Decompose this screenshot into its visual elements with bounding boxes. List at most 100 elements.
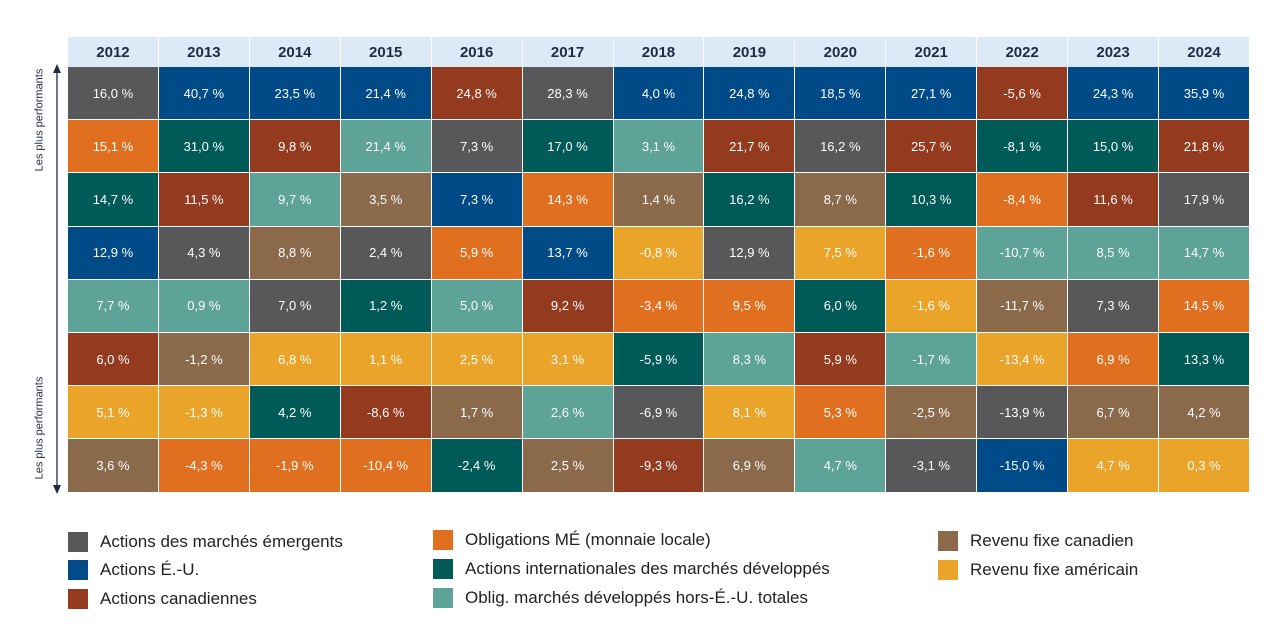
year-header-2022: 2022 — [977, 37, 1068, 67]
cell-2022-rank-5: -11,7 % — [977, 279, 1069, 333]
year-header-2016: 2016 — [431, 37, 522, 67]
cell-2019-rank-1: 24,8 % — [704, 67, 796, 121]
legend-label: Actions canadiennes — [100, 589, 257, 608]
cell-2023-rank-2: 15,0 % — [1068, 120, 1160, 174]
legend-item-us-fixed: Revenu fixe américain — [938, 560, 1138, 580]
cell-2020-rank-1: 18,5 % — [795, 67, 887, 121]
cell-2018-rank-8: -9,3 % — [613, 439, 705, 493]
cell-2015-rank-5: 1,2 % — [340, 279, 432, 333]
legend-label: Oblig. marchés développés hors-É.-U. tot… — [465, 588, 808, 607]
cell-2013-rank-1: 40,7 % — [158, 67, 250, 121]
cell-2019-rank-4: 12,9 % — [704, 226, 796, 280]
cell-2024-rank-6: 13,3 % — [1159, 333, 1250, 387]
cell-2012-rank-3: 14,7 % — [68, 173, 159, 227]
cell-2015-rank-3: 3,5 % — [340, 173, 432, 227]
cell-2015-rank-8: -10,4 % — [340, 439, 432, 493]
year-header-2015: 2015 — [340, 37, 431, 67]
legend-swatch — [938, 560, 958, 580]
legend-swatch — [433, 530, 453, 550]
cell-2022-rank-1: -5,6 % — [977, 67, 1069, 121]
legend-item-dev-bonds: Oblig. marchés développés hors-É.-U. tot… — [433, 588, 808, 608]
cell-2017-rank-2: 17,0 % — [522, 120, 614, 174]
cell-2014-rank-4: 8,8 % — [249, 226, 341, 280]
cell-2019-rank-8: 6,9 % — [704, 439, 796, 493]
cell-2014-rank-2: 9,8 % — [249, 120, 341, 174]
legend-swatch — [68, 560, 88, 580]
cell-2015-rank-4: 2,4 % — [340, 226, 432, 280]
cell-2012-rank-7: 5,1 % — [68, 386, 159, 440]
cell-2017-rank-3: 14,3 % — [522, 173, 614, 227]
cell-2024-rank-4: 14,7 % — [1159, 226, 1250, 280]
legend-item-cdn-fixed: Revenu fixe canadien — [938, 531, 1134, 551]
year-header-2014: 2014 — [249, 37, 340, 67]
cell-2023-rank-8: 4,7 % — [1068, 439, 1160, 493]
cell-2014-rank-7: 4,2 % — [249, 386, 341, 440]
cell-2023-rank-7: 6,7 % — [1068, 386, 1160, 440]
legend-swatch — [433, 559, 453, 579]
cell-2020-rank-3: 8,7 % — [795, 173, 887, 227]
cell-2020-rank-7: 5,3 % — [795, 386, 887, 440]
cell-2016-rank-5: 5,0 % — [431, 279, 523, 333]
cell-2021-rank-6: -1,7 % — [886, 333, 978, 387]
cell-2012-rank-8: 3,6 % — [68, 439, 159, 493]
cell-2023-rank-4: 8,5 % — [1068, 226, 1160, 280]
year-header-2021: 2021 — [886, 37, 977, 67]
legend-label: Actions internationales des marchés déve… — [465, 559, 830, 578]
cell-2022-rank-7: -13,9 % — [977, 386, 1069, 440]
legend-swatch — [938, 531, 958, 551]
cell-2020-rank-2: 16,2 % — [795, 120, 887, 174]
cell-2015-rank-6: 1,1 % — [340, 333, 432, 387]
legend-item-us-equity: Actions É.-U. — [68, 560, 199, 580]
cell-2023-rank-3: 11,6 % — [1068, 173, 1160, 227]
year-header-2019: 2019 — [704, 37, 795, 67]
legend-label: Revenu fixe canadien — [970, 531, 1134, 550]
cell-2012-rank-1: 16,0 % — [68, 67, 159, 121]
year-header-2024: 2024 — [1159, 37, 1249, 67]
cell-2016-rank-1: 24,8 % — [431, 67, 523, 121]
cell-2017-rank-6: 3,1 % — [522, 333, 614, 387]
cell-2015-rank-7: -8,6 % — [340, 386, 432, 440]
cell-2022-rank-8: -15,0 % — [977, 439, 1069, 493]
legend-label: Revenu fixe américain — [970, 560, 1139, 579]
legend-item-em-bonds: Obligations MÉ (monnaie locale) — [433, 530, 711, 550]
year-header-2013: 2013 — [158, 37, 249, 67]
cell-2016-rank-3: 7,3 % — [431, 173, 523, 227]
cell-2024-rank-1: 35,9 % — [1159, 67, 1250, 121]
cell-2022-rank-4: -10,7 % — [977, 226, 1069, 280]
cell-2023-rank-1: 24,3 % — [1068, 67, 1160, 121]
cell-2013-rank-2: 31,0 % — [158, 120, 250, 174]
cell-2021-rank-2: 25,7 % — [886, 120, 978, 174]
cell-2013-rank-7: -1,3 % — [158, 386, 250, 440]
cell-2024-rank-7: 4,2 % — [1159, 386, 1250, 440]
cell-2017-rank-1: 28,3 % — [522, 67, 614, 121]
cell-2020-rank-5: 6,0 % — [795, 279, 887, 333]
cell-2014-rank-1: 23,5 % — [249, 67, 341, 121]
cell-2018-rank-7: -6,9 % — [613, 386, 705, 440]
legend-swatch — [68, 532, 88, 552]
legend-label: Actions É.-U. — [100, 560, 200, 579]
cell-2018-rank-6: -5,9 % — [613, 333, 705, 387]
cell-2018-rank-5: -3,4 % — [613, 279, 705, 333]
cell-2013-rank-8: -4,3 % — [158, 439, 250, 493]
cell-2022-rank-2: -8,1 % — [977, 120, 1069, 174]
cell-2024-rank-8: 0,3 % — [1159, 439, 1250, 493]
cell-2021-rank-3: 10,3 % — [886, 173, 978, 227]
cell-2023-rank-5: 7,3 % — [1068, 279, 1160, 333]
cell-2024-rank-2: 21,8 % — [1159, 120, 1250, 174]
cell-2017-rank-8: 2,5 % — [522, 439, 614, 493]
year-header-2018: 2018 — [613, 37, 704, 67]
cell-2019-rank-2: 21,7 % — [704, 120, 796, 174]
cell-2016-rank-8: -2,4 % — [431, 439, 523, 493]
cell-2015-rank-2: 21,4 % — [340, 120, 432, 174]
cell-2012-rank-2: 15,1 % — [68, 120, 159, 174]
axis-label-bottom: Les plus performants — [33, 376, 46, 480]
cell-2017-rank-4: 13,7 % — [522, 226, 614, 280]
cell-2017-rank-5: 9,2 % — [522, 279, 614, 333]
cell-2021-rank-5: -1,6 % — [886, 279, 978, 333]
cell-2020-rank-4: 7,5 % — [795, 226, 887, 280]
cell-2024-rank-5: 14,5 % — [1159, 279, 1250, 333]
cell-2020-rank-6: 5,9 % — [795, 333, 887, 387]
cell-2018-rank-1: 4,0 % — [613, 67, 705, 121]
cell-2012-rank-6: 6,0 % — [68, 333, 159, 387]
year-header-2020: 2020 — [795, 37, 886, 67]
